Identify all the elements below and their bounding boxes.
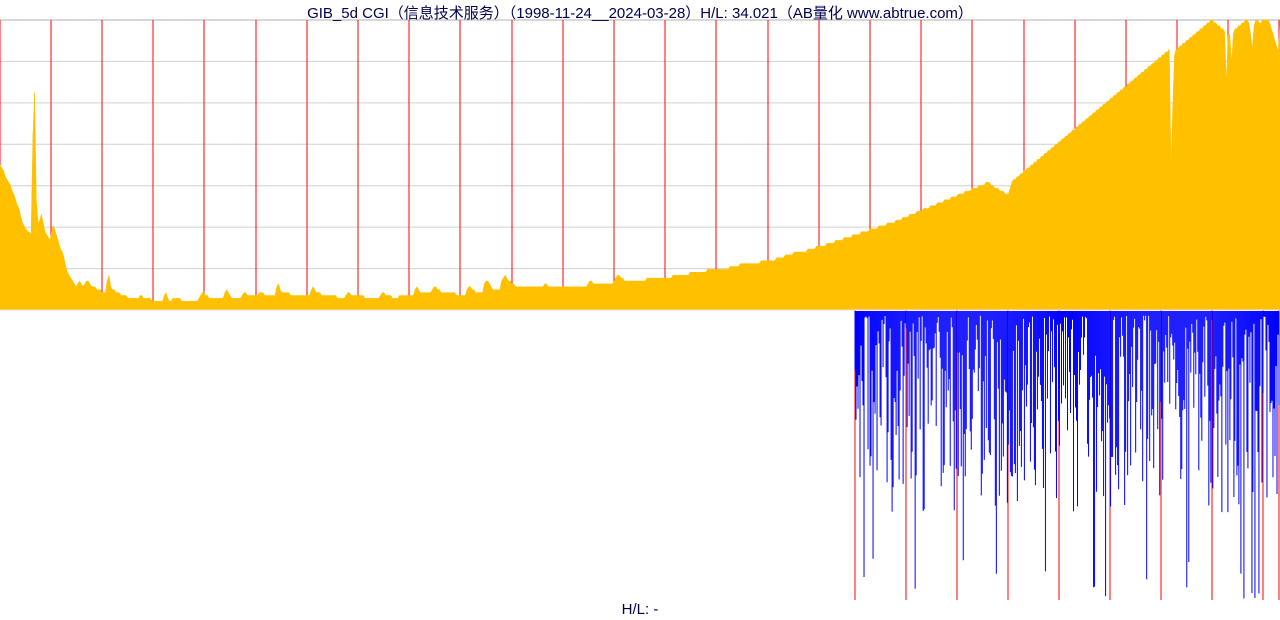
chart-container: GIB_5d CGI（信息技术服务）（1998-11-24__2024-03-2… <box>0 0 1280 620</box>
chart-svg <box>0 0 1280 620</box>
chart-title: GIB_5d CGI（信息技术服务）（1998-11-24__2024-03-2… <box>0 2 1280 23</box>
chart-footer: H/L: - <box>0 601 1280 618</box>
